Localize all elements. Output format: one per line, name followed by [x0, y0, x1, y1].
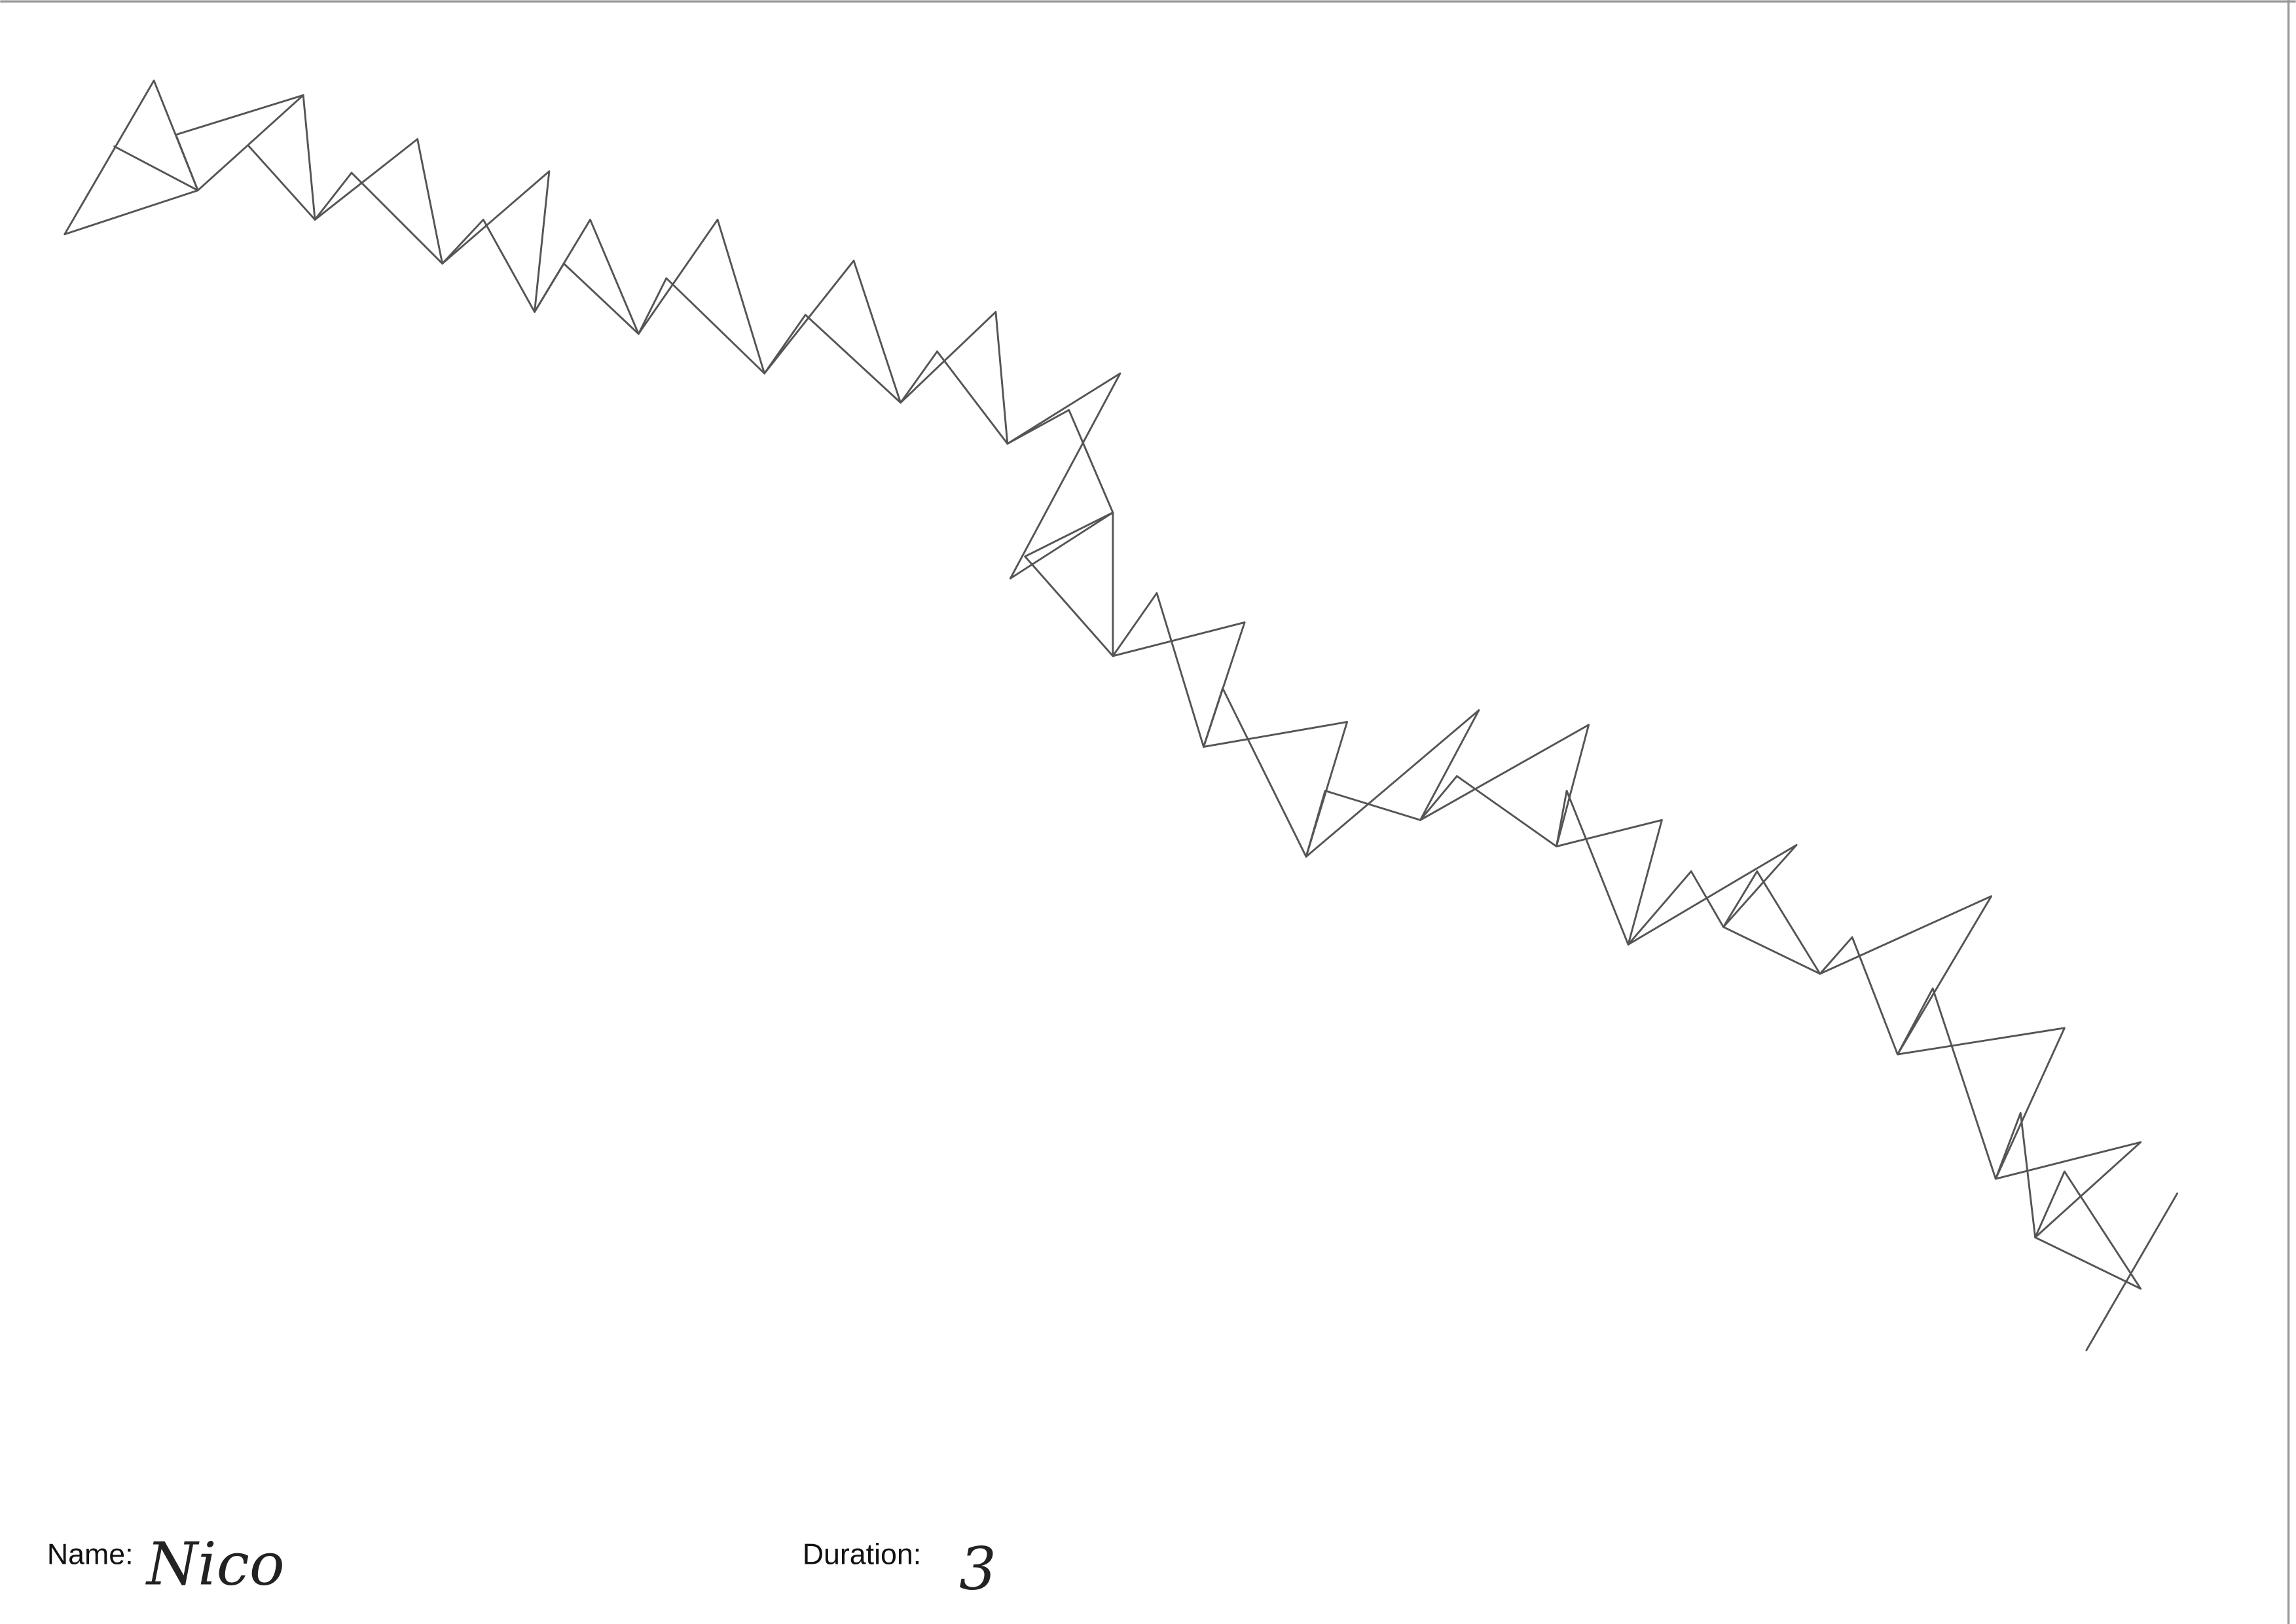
- name-label: Name:: [47, 1538, 134, 1570]
- name-value: Nico: [145, 1531, 285, 1599]
- zigzag-upper: [247, 145, 2142, 1290]
- duration-value: 3: [959, 1535, 996, 1603]
- end-slash: [2085, 1192, 2179, 1352]
- triangle-chain-drawing: [64, 79, 2179, 1352]
- duration-label: Duration:: [803, 1538, 921, 1570]
- stroke: [113, 94, 304, 192]
